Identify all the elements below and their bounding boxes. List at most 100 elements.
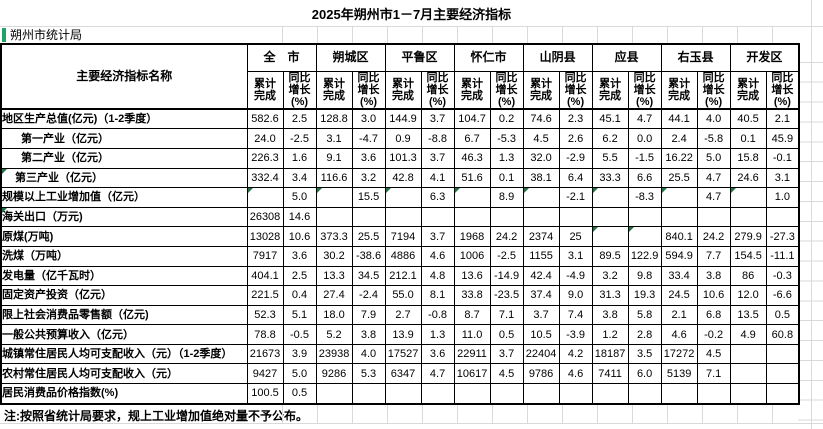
value-cell[interactable]: 2.8 [627, 324, 662, 345]
value-cell[interactable]: 6.0 [627, 363, 662, 385]
value-cell[interactable]: 74.6 [522, 107, 560, 130]
value-cell[interactable] [660, 206, 698, 228]
value-cell[interactable]: 0.5 [765, 304, 800, 326]
value-cell[interactable]: 4.2 [558, 343, 593, 365]
value-cell[interactable]: 4.7 [627, 107, 662, 130]
region-header[interactable]: 全 市 [246, 43, 317, 72]
value-cell[interactable]: 31.3 [591, 285, 629, 306]
value-cell[interactable]: 5.0 [696, 147, 731, 169]
yoy-growth-header[interactable]: 同比 增长 (%) [420, 70, 455, 109]
value-cell[interactable]: 52.3 [246, 304, 284, 326]
value-cell[interactable]: 0.2 [489, 107, 524, 130]
value-cell[interactable]: 4.7 [696, 187, 731, 208]
value-cell[interactable]: 34.5 [351, 265, 386, 287]
value-cell[interactable]: -0.5 [282, 324, 317, 345]
value-cell[interactable]: 6.8 [696, 304, 731, 326]
value-cell[interactable]: 13.3 [315, 265, 353, 287]
indicator-label-cell[interactable]: 规模以上工业增加值（亿元） [0, 187, 248, 208]
cumulative-header[interactable]: 累计 完成 [660, 70, 698, 109]
value-cell[interactable]: 10.5 [522, 324, 560, 345]
value-cell[interactable]: 7917 [246, 245, 284, 267]
value-cell[interactable]: 24.2 [489, 226, 524, 247]
value-cell[interactable]: 1.0 [765, 187, 800, 208]
value-cell[interactable]: 6.6 [627, 167, 662, 189]
value-cell[interactable]: 3.6 [282, 245, 317, 267]
value-cell[interactable] [696, 206, 731, 228]
value-cell[interactable]: 9786 [522, 363, 560, 385]
value-cell[interactable]: 0.4 [282, 285, 317, 306]
value-cell[interactable]: -27.3 [765, 226, 800, 247]
value-cell[interactable]: 33.3 [591, 167, 629, 189]
region-header[interactable]: 开发区 [729, 43, 800, 72]
indicator-label-cell[interactable]: 地区生产总值(亿元)（1-2季度） [0, 107, 248, 130]
value-cell[interactable]: 4.5 [489, 363, 524, 385]
value-cell[interactable]: -1.5 [627, 147, 662, 169]
value-cell[interactable]: 12.0 [729, 285, 767, 306]
value-cell[interactable] [453, 187, 491, 208]
value-cell[interactable]: 46.3 [453, 147, 491, 169]
value-cell[interactable]: 116.6 [315, 167, 353, 189]
value-cell[interactable]: 3.2 [351, 167, 386, 189]
yoy-growth-header[interactable]: 同比 增长 (%) [627, 70, 662, 109]
value-cell[interactable]: 9427 [246, 363, 284, 385]
value-cell[interactable]: 7.9 [351, 304, 386, 326]
value-cell[interactable]: 1.3 [489, 147, 524, 169]
value-cell[interactable] [627, 206, 662, 228]
value-cell[interactable]: 5139 [660, 363, 698, 385]
value-cell[interactable]: 332.4 [246, 167, 284, 189]
value-cell[interactable]: 5.1 [282, 304, 317, 326]
value-cell[interactable]: -0.8 [420, 304, 455, 326]
indicator-label-cell[interactable]: 原煤(万吨) [0, 226, 248, 247]
value-cell[interactable] [729, 187, 767, 208]
value-cell[interactable]: 212.1 [384, 265, 422, 287]
value-cell[interactable]: 7.4 [558, 304, 593, 326]
value-cell[interactable]: -2.5 [489, 245, 524, 267]
region-header[interactable]: 平鲁区 [384, 43, 455, 72]
indicator-label-cell[interactable]: 农村常住居民人均可支配收入（元） [0, 363, 248, 385]
value-cell[interactable]: 4.8 [420, 265, 455, 287]
value-cell[interactable]: 3.9 [282, 343, 317, 365]
value-cell[interactable]: -14.9 [489, 265, 524, 287]
value-cell[interactable] [660, 187, 698, 208]
value-cell[interactable]: 122.9 [627, 245, 662, 267]
value-cell[interactable] [591, 187, 629, 208]
cumulative-header[interactable]: 累计 完成 [729, 70, 767, 109]
yoy-growth-header[interactable]: 同比 增长 (%) [282, 70, 317, 109]
value-cell[interactable]: 45.9 [765, 128, 800, 149]
value-cell[interactable]: 10.6 [282, 226, 317, 247]
value-cell[interactable]: 3.4 [282, 167, 317, 189]
value-cell[interactable]: 4.5 [696, 343, 731, 365]
value-cell[interactable]: 0.5 [282, 383, 317, 405]
value-cell[interactable]: 221.5 [246, 285, 284, 306]
value-cell[interactable]: 27.4 [315, 285, 353, 306]
value-cell[interactable]: 24.2 [696, 226, 731, 247]
value-cell[interactable]: 22911 [453, 343, 491, 365]
value-cell[interactable]: 13028 [246, 226, 284, 247]
value-cell[interactable]: 3.7 [522, 304, 560, 326]
value-cell[interactable]: -0.1 [765, 147, 800, 169]
value-cell[interactable]: 144.9 [384, 107, 422, 130]
value-cell[interactable]: 5.2 [315, 324, 353, 345]
value-cell[interactable]: 78.8 [246, 324, 284, 345]
value-cell[interactable]: 44.1 [660, 107, 698, 130]
value-cell[interactable]: -2.5 [282, 128, 317, 149]
value-cell[interactable]: 86 [729, 265, 767, 287]
value-cell[interactable]: 3.0 [351, 107, 386, 130]
indicator-label-cell[interactable]: 居民消费品价格指数(%) [0, 383, 248, 405]
value-cell[interactable]: 7.1 [489, 304, 524, 326]
value-cell[interactable] [384, 206, 422, 228]
value-cell[interactable]: 2.7 [384, 304, 422, 326]
value-cell[interactable] [765, 343, 800, 365]
value-cell[interactable]: 26308 [246, 206, 284, 228]
value-cell[interactable]: 2.5 [282, 265, 317, 287]
region-header[interactable]: 山阴县 [522, 43, 593, 72]
value-cell[interactable]: -2.1 [558, 187, 593, 208]
value-cell[interactable] [729, 383, 767, 405]
value-cell[interactable] [591, 383, 629, 405]
value-cell[interactable] [591, 226, 629, 247]
yoy-growth-header[interactable]: 同比 增长 (%) [489, 70, 524, 109]
value-cell[interactable]: -8.8 [420, 128, 455, 149]
value-cell[interactable]: 18187 [591, 343, 629, 365]
indicator-label-cell[interactable]: 一般公共预算收入（亿元） [0, 324, 248, 345]
value-cell[interactable]: 42.8 [384, 167, 422, 189]
